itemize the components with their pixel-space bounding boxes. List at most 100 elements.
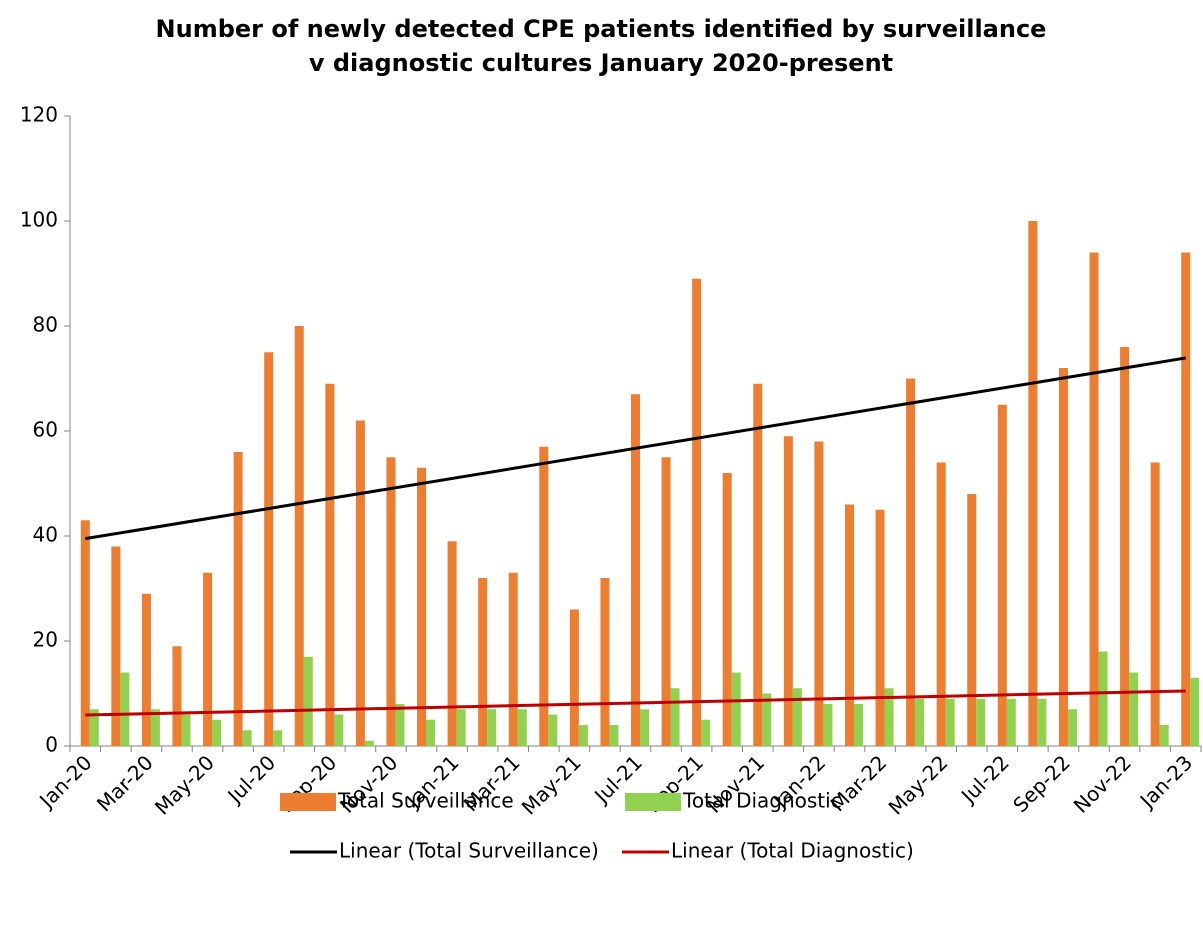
trendline [85,356,1186,541]
bar [1181,252,1191,746]
bar [203,572,213,746]
bar [395,704,405,746]
bar [386,457,396,746]
legend-label: Linear (Total Diagnostic) [671,839,914,863]
bar [355,420,365,746]
legend-label: Total Surveillance [337,789,514,813]
bar [111,546,121,746]
x-tick-label: Jul-20 [222,750,281,809]
bar [731,672,741,746]
bar [80,520,90,746]
bar [753,383,763,746]
bar [303,656,313,746]
legend-swatch [625,793,681,811]
bar [701,719,711,746]
chart-title: Number of newly detected CPE patients id… [156,15,1047,43]
trendline [85,689,1186,717]
y-tick-label: 0 [45,733,58,757]
bar [1190,677,1200,746]
chart-title: v diagnostic cultures January 2020-prese… [309,49,893,77]
bar [875,509,885,746]
bar [508,572,518,746]
bar [844,504,854,746]
bar [487,709,497,746]
y-tick-label: 120 [20,103,58,127]
bar [792,688,802,746]
bar [417,467,427,746]
bar [997,404,1007,746]
x-tick-label: Jul-22 [955,750,1014,809]
bar [1089,252,1099,746]
bar [1006,698,1016,746]
bar [814,441,824,746]
bar [456,709,466,746]
bar [181,714,191,746]
bar [692,278,702,746]
bar [150,709,160,746]
x-tick-label: May-21 [517,750,586,819]
bar [1028,221,1038,746]
bar [1129,672,1139,746]
bar [609,725,619,746]
x-tick-label: Sep-22 [1008,750,1075,817]
bar [936,462,946,746]
bar [273,730,283,746]
bar [1120,347,1130,746]
y-tick-label: 60 [33,418,58,442]
y-tick-label: 40 [33,523,58,547]
bar [906,378,916,746]
bar [1067,709,1077,746]
bar [242,730,252,746]
x-tick-label: Nov-22 [1069,750,1136,817]
bar [631,394,640,746]
bar [578,725,588,746]
bar [884,688,894,746]
legend-label: Linear (Total Surveillance) [339,839,599,863]
bar [334,714,344,746]
x-tick-label: May-22 [884,750,953,819]
bar [823,704,833,746]
bar [1150,462,1160,746]
bar [1159,725,1169,746]
x-tick-label: May-20 [150,750,219,819]
bar [426,719,436,746]
y-tick-label: 100 [20,208,58,232]
bar [1098,651,1108,746]
legend-swatch [280,793,336,811]
bar [294,326,304,746]
bar [89,709,99,746]
bar [478,578,488,746]
bar [233,452,243,746]
bar [670,688,680,746]
bar [1037,698,1047,746]
bar [945,698,955,746]
x-tick-label: Jan-20 [33,750,96,813]
bar [915,698,925,746]
bar [976,698,986,746]
bar [539,446,549,746]
bar [548,714,558,746]
x-tick-label: Mar-20 [92,750,158,816]
bar [853,704,863,746]
bar [517,709,527,746]
bar [640,709,649,746]
bar [264,352,274,746]
bar [1058,368,1068,746]
bar [325,383,335,746]
bar [141,593,151,746]
y-tick-label: 20 [33,628,58,652]
bar [120,672,130,746]
bar [762,693,772,746]
bar [967,494,977,746]
bar [600,578,610,746]
bar [364,740,374,746]
bar [722,473,732,746]
bar [783,436,793,746]
legend-label: Total Diagnostic [682,789,842,813]
bar [172,646,182,746]
bar [212,719,222,746]
bar [569,609,579,746]
x-tick-label: Jan-23 [1134,750,1197,813]
bar [447,541,457,746]
